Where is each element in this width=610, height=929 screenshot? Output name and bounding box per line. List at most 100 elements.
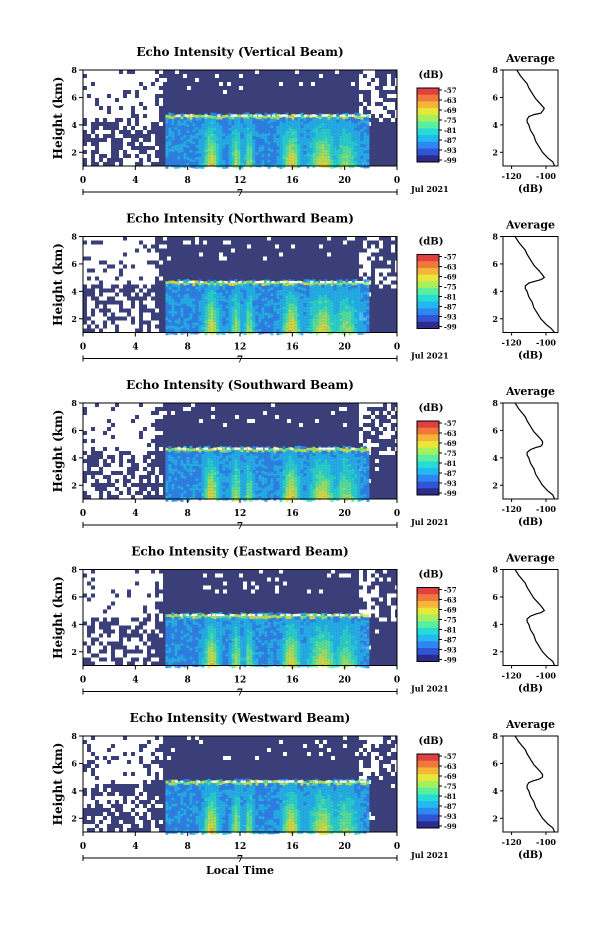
colorbar-tick-label: -57 — [444, 86, 457, 95]
y-tick-label: 8 — [71, 398, 77, 408]
x-axis-label: Local Time — [206, 864, 274, 877]
profile-frame — [502, 69, 559, 167]
panel-1: Echo Intensity (Vertical Beam) Height (km… — [51, 45, 559, 199]
colorbar-tick-label: -75 — [444, 782, 457, 791]
y-tick-label: 6 — [71, 259, 77, 269]
y-axis-label: Height (km) — [51, 410, 65, 493]
panel-3: Echo Intensity (Southward Beam) Height (k… — [51, 378, 559, 532]
profile-x-tick-label: -100 — [536, 504, 556, 514]
profile-y-tick-label: 6 — [492, 92, 498, 102]
colorbar-segment — [417, 814, 439, 822]
colorbar-segment — [417, 135, 439, 143]
profile-x-tick-label: -120 — [502, 171, 522, 181]
y-tick-label: 2 — [71, 647, 77, 657]
colorbar-segment — [417, 454, 439, 462]
profile-x-tick-label: -100 — [536, 671, 556, 681]
date-label: Jul 2021 — [410, 351, 449, 361]
y-tick-label: 8 — [71, 232, 77, 242]
colorbar-tick-label: -87 — [444, 469, 457, 478]
colorbar-tick-label: -63 — [444, 596, 457, 605]
x-tick-label: 8 — [185, 676, 191, 686]
profile-x-tick-label: -120 — [502, 504, 522, 514]
colorbar-unit: (dB) — [419, 570, 444, 581]
y-tick-label: 4 — [71, 786, 77, 796]
colorbar-tick-label: -99 — [444, 156, 457, 165]
x-tick-label: 0 — [80, 176, 86, 186]
x-tick-label: 8 — [185, 176, 191, 186]
x-tick-label: 8 — [185, 509, 191, 519]
profile-x-tick-label: -120 — [502, 671, 522, 681]
colorbar-segment — [417, 427, 439, 435]
profile-y-tick-label: 8 — [492, 65, 498, 75]
profile-y-tick-label: 8 — [492, 398, 498, 408]
colorbar-tick-label: -99 — [444, 822, 457, 831]
profile-line — [514, 569, 556, 666]
y-tick-label: 6 — [71, 92, 77, 102]
colorbar-tick-label: -63 — [444, 263, 457, 272]
colorbar-segment — [417, 108, 439, 116]
colorbar-segment — [417, 627, 439, 636]
colorbar-segment — [417, 281, 439, 289]
x-tick-label: 12 — [234, 676, 247, 686]
colorbar-segment — [417, 481, 439, 489]
profile-y-tick-label: 6 — [492, 259, 498, 269]
x-tick-label: 20 — [338, 842, 351, 852]
profile-y-tick-label: 2 — [492, 813, 498, 823]
x-tick-label: 0 — [80, 509, 86, 519]
x-tick-label: 20 — [338, 509, 351, 519]
profile-title: Average — [505, 52, 555, 65]
colorbar-segment — [417, 760, 439, 768]
y-tick-label: 4 — [71, 120, 77, 130]
panel-title: Echo Intensity (Northward Beam) — [126, 212, 354, 226]
date-marker: 7 — [237, 855, 243, 865]
profile-x-tick-label: -100 — [536, 171, 556, 181]
colorbar-segment — [417, 648, 439, 656]
profile-x-label: (dB) — [518, 517, 543, 528]
colorbar-tick-label: -87 — [444, 136, 457, 145]
colorbar-segment — [417, 288, 439, 296]
colorbar-tick-label: -75 — [444, 283, 457, 292]
colorbar-segment — [417, 787, 439, 795]
colorbar-frame — [416, 420, 440, 496]
colorbar-segment — [417, 261, 439, 269]
colorbar-segment — [417, 654, 439, 662]
x-tick-label: 4 — [132, 176, 138, 186]
panel-title: Echo Intensity (Eastward Beam) — [131, 545, 348, 559]
x-tick-label: 0 — [394, 343, 400, 353]
colorbar-unit: (dB) — [419, 237, 444, 248]
profile-y-tick-label: 2 — [492, 147, 498, 157]
y-tick-label: 4 — [71, 453, 77, 463]
profile-y-tick-label: 4 — [492, 619, 498, 629]
profile-line — [514, 735, 556, 833]
x-tick-label: 12 — [234, 842, 247, 852]
y-axis-label: Height (km) — [51, 743, 65, 826]
profile-x-label: (dB) — [518, 184, 543, 195]
date-label: Jul 2021 — [410, 684, 449, 694]
colorbar-segment — [417, 600, 439, 609]
x-tick-label: 20 — [338, 343, 351, 353]
y-axis-label: Height (km) — [51, 77, 65, 160]
colorbar-segment — [417, 821, 439, 829]
x-tick-label: 8 — [185, 842, 191, 852]
colorbar-segment — [417, 434, 439, 442]
colorbar-tick-label: -75 — [444, 616, 457, 625]
profile-x-tick-label: -120 — [502, 338, 522, 348]
colorbar-unit: (dB) — [419, 70, 444, 81]
x-tick-label: 4 — [132, 676, 138, 686]
colorbar-segment — [417, 614, 439, 622]
profile-y-tick-label: 8 — [492, 565, 498, 575]
colorbar-tick-label: -81 — [444, 293, 457, 302]
profile-y-tick-label: 8 — [492, 232, 498, 242]
x-tick-label: 12 — [234, 509, 247, 519]
x-tick-label: 0 — [80, 842, 86, 852]
colorbar-tick-label: -69 — [444, 772, 457, 781]
colorbar-segment — [417, 780, 439, 789]
y-axis-label: Height (km) — [51, 576, 65, 659]
colorbar-tick-label: -93 — [444, 313, 457, 322]
colorbar-tick-label: -81 — [444, 626, 457, 635]
x-tick-label: 16 — [286, 676, 299, 686]
colorbar-tick-label: -81 — [444, 126, 457, 135]
colorbar-tick-label: -69 — [444, 439, 457, 448]
panel-title: Echo Intensity (Southward Beam) — [126, 378, 354, 392]
date-marker: 7 — [237, 189, 243, 199]
